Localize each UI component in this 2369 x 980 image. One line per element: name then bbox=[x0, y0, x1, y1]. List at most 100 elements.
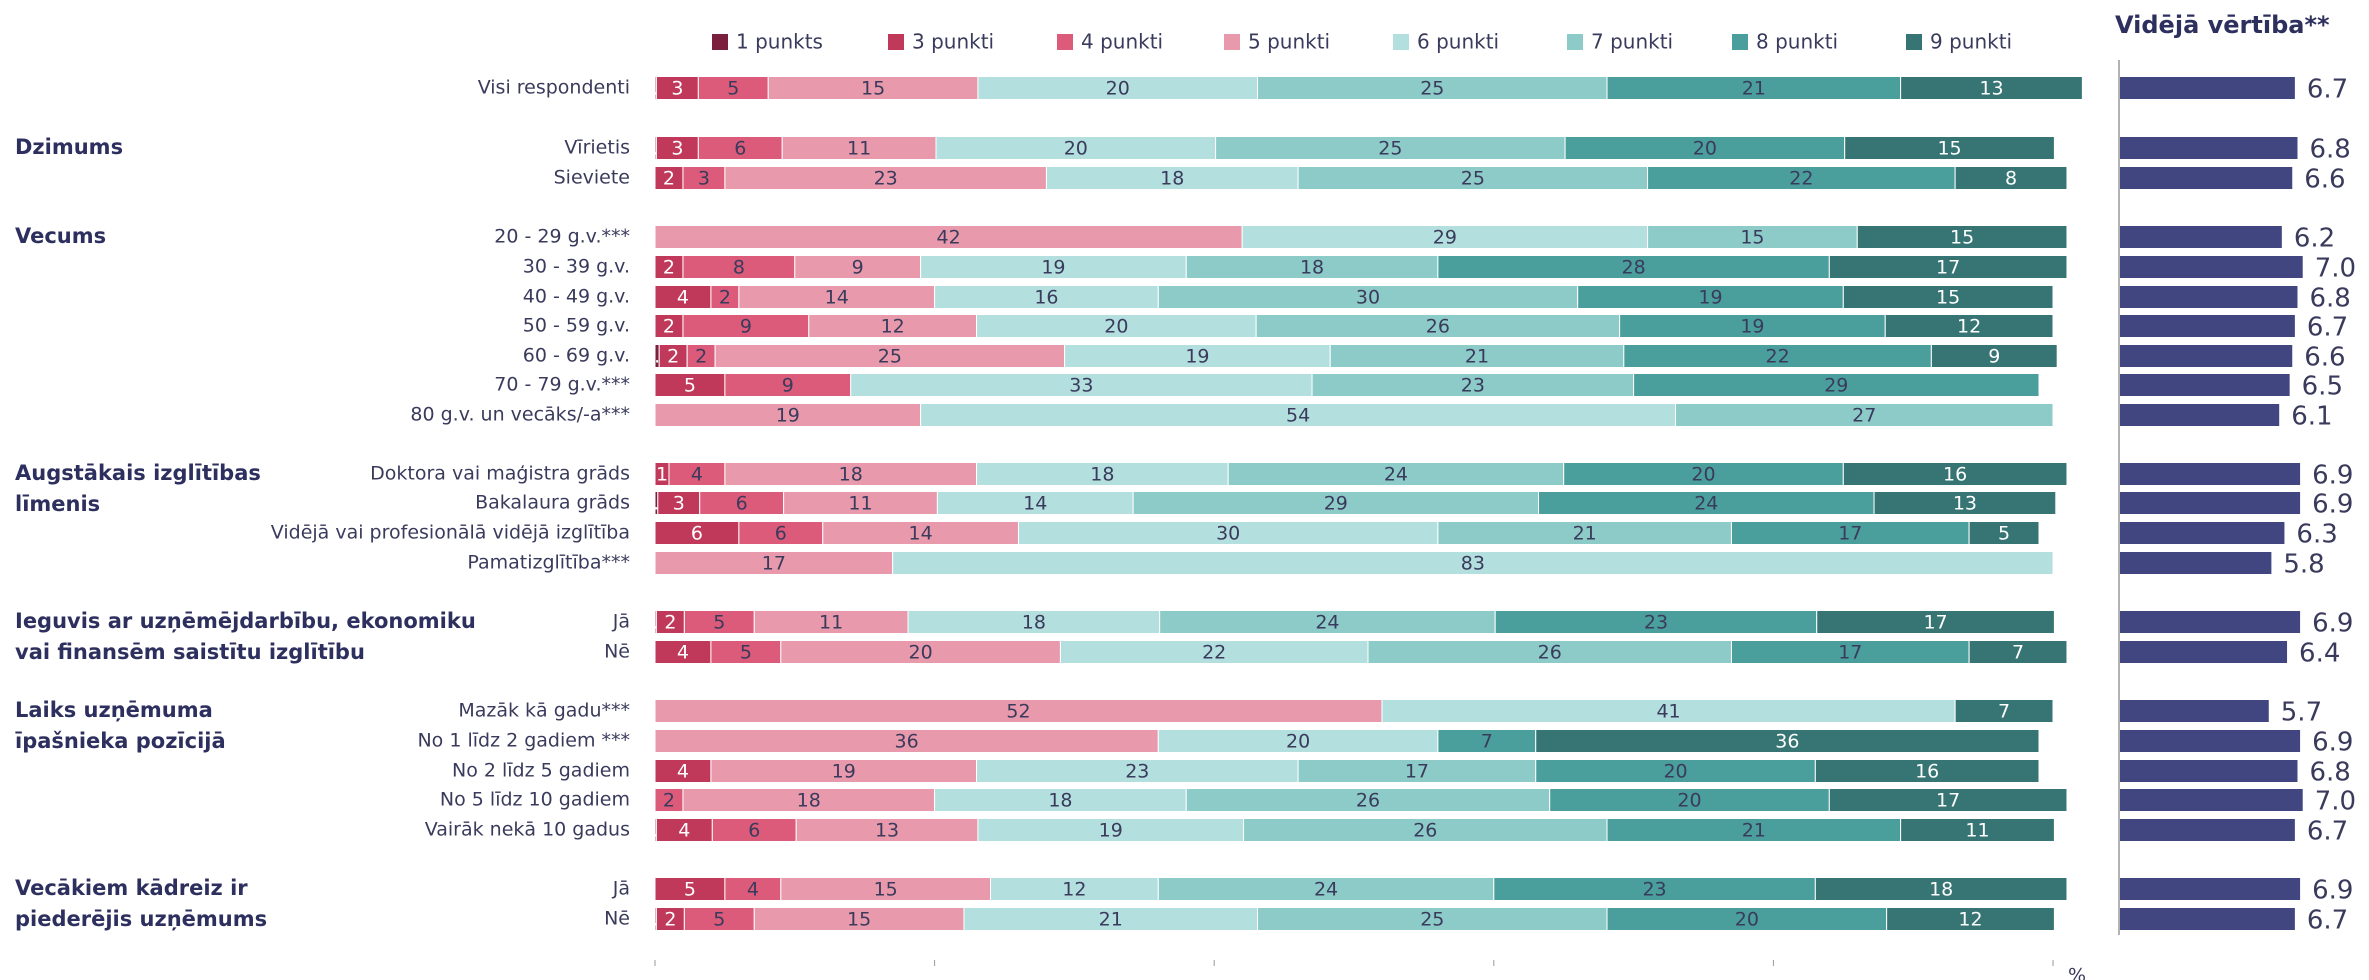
segment-label: 19 bbox=[1185, 346, 1209, 368]
segment-label: 23 bbox=[874, 168, 898, 190]
bar-segment bbox=[1535, 729, 2040, 753]
mean-bar bbox=[2120, 167, 2293, 189]
mean-label: 7.0 bbox=[2315, 254, 2356, 284]
mean-label: 6.7 bbox=[2307, 817, 2348, 847]
segment-label: 30 bbox=[1216, 523, 1240, 545]
mean-bar bbox=[2120, 552, 2272, 574]
mean-bar bbox=[2120, 522, 2285, 544]
category-label: Nē bbox=[604, 641, 630, 663]
mean-label: 6.1 bbox=[2291, 402, 2332, 432]
segment-label: 21 bbox=[1742, 820, 1766, 842]
group-label: Dzimums bbox=[15, 135, 123, 159]
segment-label: 4 bbox=[691, 464, 703, 486]
segment-label: 4 bbox=[677, 761, 689, 783]
category-label: 20 - 29 g.v.*** bbox=[494, 226, 630, 248]
segment-label: 5 bbox=[713, 909, 725, 931]
segment-label: 9 bbox=[1988, 346, 2000, 368]
group-label: Ieguvis ar uzņēmējdarbību, ekonomiku bbox=[15, 609, 476, 633]
segment-label: 16 bbox=[1034, 287, 1058, 309]
segment-label: 26 bbox=[1538, 642, 1562, 664]
legend-swatch bbox=[1906, 34, 1922, 50]
segment-label: 5 bbox=[684, 879, 696, 901]
segment-label: 17 bbox=[1838, 523, 1862, 545]
legend-swatch bbox=[1224, 34, 1240, 50]
segment-label: 3 bbox=[673, 493, 685, 515]
mean-bar bbox=[2120, 345, 2293, 367]
segment-label: 15 bbox=[1950, 227, 1974, 249]
legend-swatch bbox=[1567, 34, 1583, 50]
legend-swatch bbox=[712, 34, 728, 50]
bar-segment bbox=[1816, 610, 2055, 634]
legend-label: 8 punkti bbox=[1756, 30, 1838, 54]
legend-label: 6 punkti bbox=[1417, 30, 1499, 54]
segment-label: 8 bbox=[2005, 168, 2017, 190]
segment-label: 15 bbox=[1937, 138, 1961, 160]
segment-label: 19 bbox=[832, 761, 856, 783]
segment-label: 20 bbox=[1106, 78, 1130, 100]
category-label: No 5 līdz 10 gadiem bbox=[440, 789, 630, 811]
segment-label: 3 bbox=[671, 138, 683, 160]
mean-label: 6.9 bbox=[2312, 728, 2353, 758]
category-label: Vidējā vai profesionālā vidējā izglītība bbox=[271, 522, 630, 544]
segment-label: 15 bbox=[874, 879, 898, 901]
segment-label: 41 bbox=[1656, 701, 1680, 723]
segment-label: 16 bbox=[1915, 761, 1939, 783]
segment-label: 24 bbox=[1315, 612, 1339, 634]
bar-segment bbox=[1930, 344, 2058, 368]
segment-label: 6 bbox=[736, 493, 748, 515]
group-label: Augstākais izglītības bbox=[15, 461, 261, 485]
segment-label: 18 bbox=[1160, 168, 1184, 190]
category-label: No 2 līdz 5 gadiem bbox=[452, 760, 630, 782]
segment-label: 26 bbox=[1413, 820, 1437, 842]
mean-bar bbox=[2120, 878, 2301, 900]
segment-label: 2 bbox=[663, 316, 675, 338]
mean-label: 6.9 bbox=[2312, 876, 2353, 906]
segment-label: 4 bbox=[678, 820, 690, 842]
segment-label: 2 bbox=[695, 346, 707, 368]
x-tick-label: 100 bbox=[2035, 979, 2071, 980]
segment-label: 24 bbox=[1694, 493, 1718, 515]
group-label: vai finansēm saistītu izglītību bbox=[15, 640, 365, 664]
category-label: Mazāk kā gadu*** bbox=[458, 700, 630, 722]
legend-swatch bbox=[1057, 34, 1073, 50]
segment-label: 16 bbox=[1943, 464, 1967, 486]
x-tick-label: 20 bbox=[923, 979, 947, 980]
segment-label: 54 bbox=[1286, 405, 1310, 427]
legend-label: 3 punkti bbox=[912, 30, 994, 54]
segment-label: 9 bbox=[852, 257, 864, 279]
segment-label: 2 bbox=[663, 257, 675, 279]
segment-label: 29 bbox=[1433, 227, 1457, 249]
mean-bar bbox=[2120, 611, 2301, 633]
segment-label: 18 bbox=[1022, 612, 1046, 634]
segment-label: 17 bbox=[1923, 612, 1947, 634]
bar-segment bbox=[1828, 255, 2068, 279]
segment-label: 20 bbox=[909, 642, 933, 664]
segment-label: 2 bbox=[719, 287, 731, 309]
bar-segment bbox=[1968, 640, 2068, 664]
segment-label: 7 bbox=[1481, 731, 1493, 753]
category-label: Jā bbox=[612, 611, 630, 633]
group-label: Laiks uzņēmuma bbox=[15, 698, 213, 722]
mean-bar bbox=[2120, 760, 2298, 782]
bar-segment bbox=[1842, 285, 2054, 309]
segment-label: 12 bbox=[881, 316, 905, 338]
segment-label: 22 bbox=[1766, 346, 1790, 368]
segment-label: 11 bbox=[847, 138, 871, 160]
segment-label: 19 bbox=[776, 405, 800, 427]
category-label: Vairāk nekā 10 gadus bbox=[425, 819, 630, 841]
mean-bar bbox=[2120, 819, 2295, 841]
segment-label: 17 bbox=[1936, 790, 1960, 812]
category-label: Doktora vai maģistra grāds bbox=[370, 463, 630, 485]
legend-label: 4 punkti bbox=[1081, 30, 1163, 54]
segment-label: 17 bbox=[762, 553, 786, 575]
mean-bar bbox=[2120, 315, 2295, 337]
mean-bar bbox=[2120, 492, 2301, 514]
segment-label: 7 bbox=[2012, 642, 2024, 664]
segment-label: 2 bbox=[664, 612, 676, 634]
segment-label: 12 bbox=[1958, 909, 1982, 931]
segment-label: 5 bbox=[713, 612, 725, 634]
segment-label: 2 bbox=[664, 909, 676, 931]
segment-label: 17 bbox=[1405, 761, 1429, 783]
mean-label: 6.8 bbox=[2309, 758, 2350, 788]
